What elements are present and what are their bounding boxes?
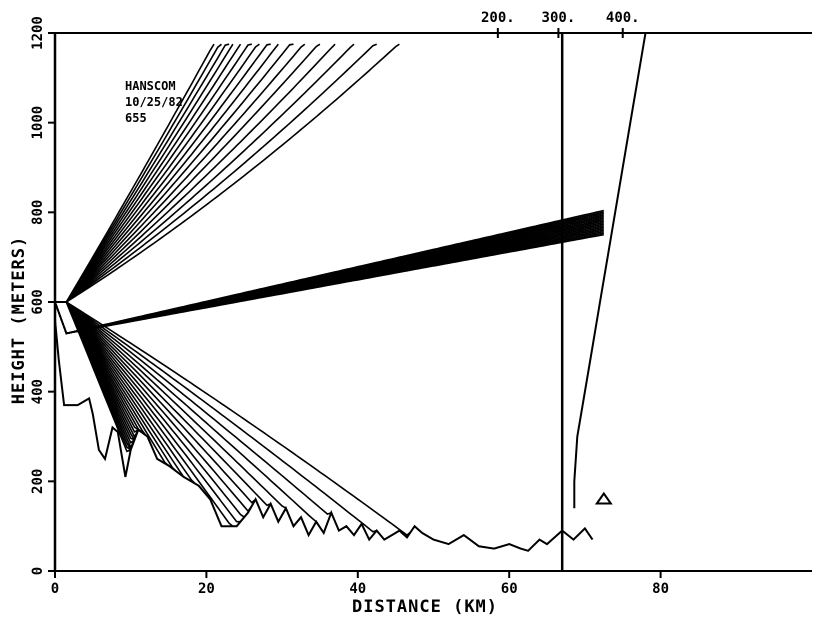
x-tick-label: 60	[501, 581, 518, 597]
ray-path	[55, 43, 355, 303]
y-tick-label: 1200	[30, 16, 46, 50]
x-axis-ticks: 0 20 40 60 80	[51, 571, 669, 597]
ray-path	[55, 43, 321, 303]
terrain-profile	[54, 319, 594, 552]
annotation-site: HANSCOM	[125, 79, 176, 93]
ray-path	[55, 43, 279, 303]
ray-path	[55, 43, 377, 303]
x-tick-label: 80	[652, 581, 669, 597]
y-tick-label: 1000	[30, 106, 46, 140]
top-tick-label: 400.	[606, 10, 640, 26]
ray-path	[55, 301, 131, 453]
ray-path	[55, 43, 400, 303]
y-tick-label: 0	[30, 567, 46, 575]
ray-path	[55, 301, 257, 504]
ray-path	[55, 43, 294, 303]
plot-area	[53, 32, 812, 572]
y-axis-title: HEIGHT (METERS)	[9, 236, 29, 405]
ray-path	[55, 301, 241, 523]
ray-paths	[54, 43, 604, 537]
ray-path	[55, 43, 223, 303]
ray-path	[54, 233, 604, 335]
ray-path	[55, 43, 252, 303]
ray-path	[55, 301, 287, 509]
annotation-time: 655	[125, 111, 147, 125]
profile-curves	[54, 32, 647, 571]
station-annotation: HANSCOM 10/25/82 655	[125, 79, 183, 125]
y-tick-label: 400	[30, 379, 46, 404]
ray-path	[55, 43, 242, 303]
ray-path	[55, 43, 260, 303]
ray-path	[55, 301, 272, 507]
receiver-marker	[594, 491, 613, 505]
top-tick-label: 200.	[481, 10, 515, 26]
annotation-date: 10/25/82	[125, 95, 183, 109]
ray-path	[55, 43, 336, 303]
ray-path	[55, 301, 317, 523]
y-axis-ticks: 0 200 400 600 800 1000 1200	[30, 16, 55, 575]
refractivity-profile	[573, 32, 647, 509]
ray-path	[55, 301, 234, 527]
ray-path	[55, 301, 253, 513]
x-axis-title: DISTANCE (KM)	[352, 597, 498, 617]
x-tick-label: 20	[198, 581, 215, 597]
ray-path	[55, 43, 306, 303]
ray-path	[55, 43, 234, 303]
x-tick-label: 0	[51, 581, 59, 597]
ray-path	[55, 301, 332, 516]
ray-path	[55, 301, 245, 518]
ray-path	[55, 301, 412, 537]
ray-path	[55, 43, 230, 303]
x-tick-label: 40	[349, 581, 366, 597]
top-axis-ticks: 200. 300. 400.	[481, 10, 640, 38]
y-tick-label: 600	[30, 289, 46, 314]
ray-path	[55, 301, 377, 533]
y-tick-label: 800	[30, 200, 46, 225]
top-tick-label: 300.	[542, 10, 576, 26]
y-tick-label: 200	[30, 469, 46, 494]
ray-path	[55, 43, 271, 303]
